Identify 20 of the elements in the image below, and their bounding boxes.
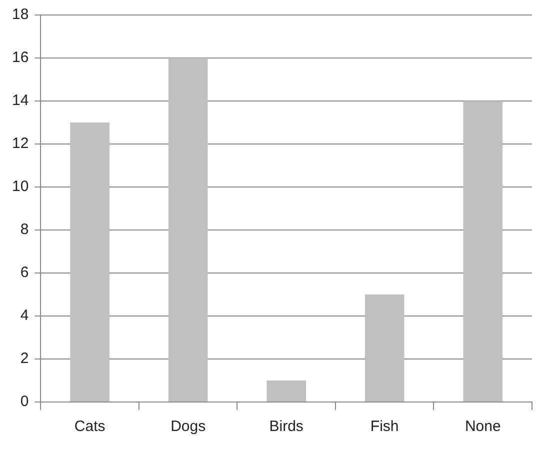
y-tick-label: 4	[20, 307, 29, 324]
bar	[364, 294, 404, 402]
x-tick-label: Birds	[269, 418, 304, 436]
y-tick-label: 6	[20, 264, 29, 282]
y-tick-label: 16	[12, 49, 29, 66]
bar	[266, 380, 306, 402]
x-tick-label: Dogs	[170, 418, 206, 436]
x-tick-label: None	[464, 418, 501, 436]
y-tick-label: 14	[12, 92, 29, 110]
y-tick-label: 8	[20, 221, 29, 238]
y-tick-label: 2	[20, 350, 29, 368]
y-tick-label: 10	[12, 178, 29, 196]
y-tick-label: 18	[12, 6, 29, 24]
y-tick-label: 0	[20, 393, 29, 410]
x-tick-label: Fish	[370, 418, 399, 436]
bar	[70, 122, 110, 402]
bar	[463, 101, 503, 402]
x-tick-label: Cats	[74, 418, 106, 436]
bar	[168, 58, 208, 402]
y-tick-label: 12	[12, 135, 29, 152]
